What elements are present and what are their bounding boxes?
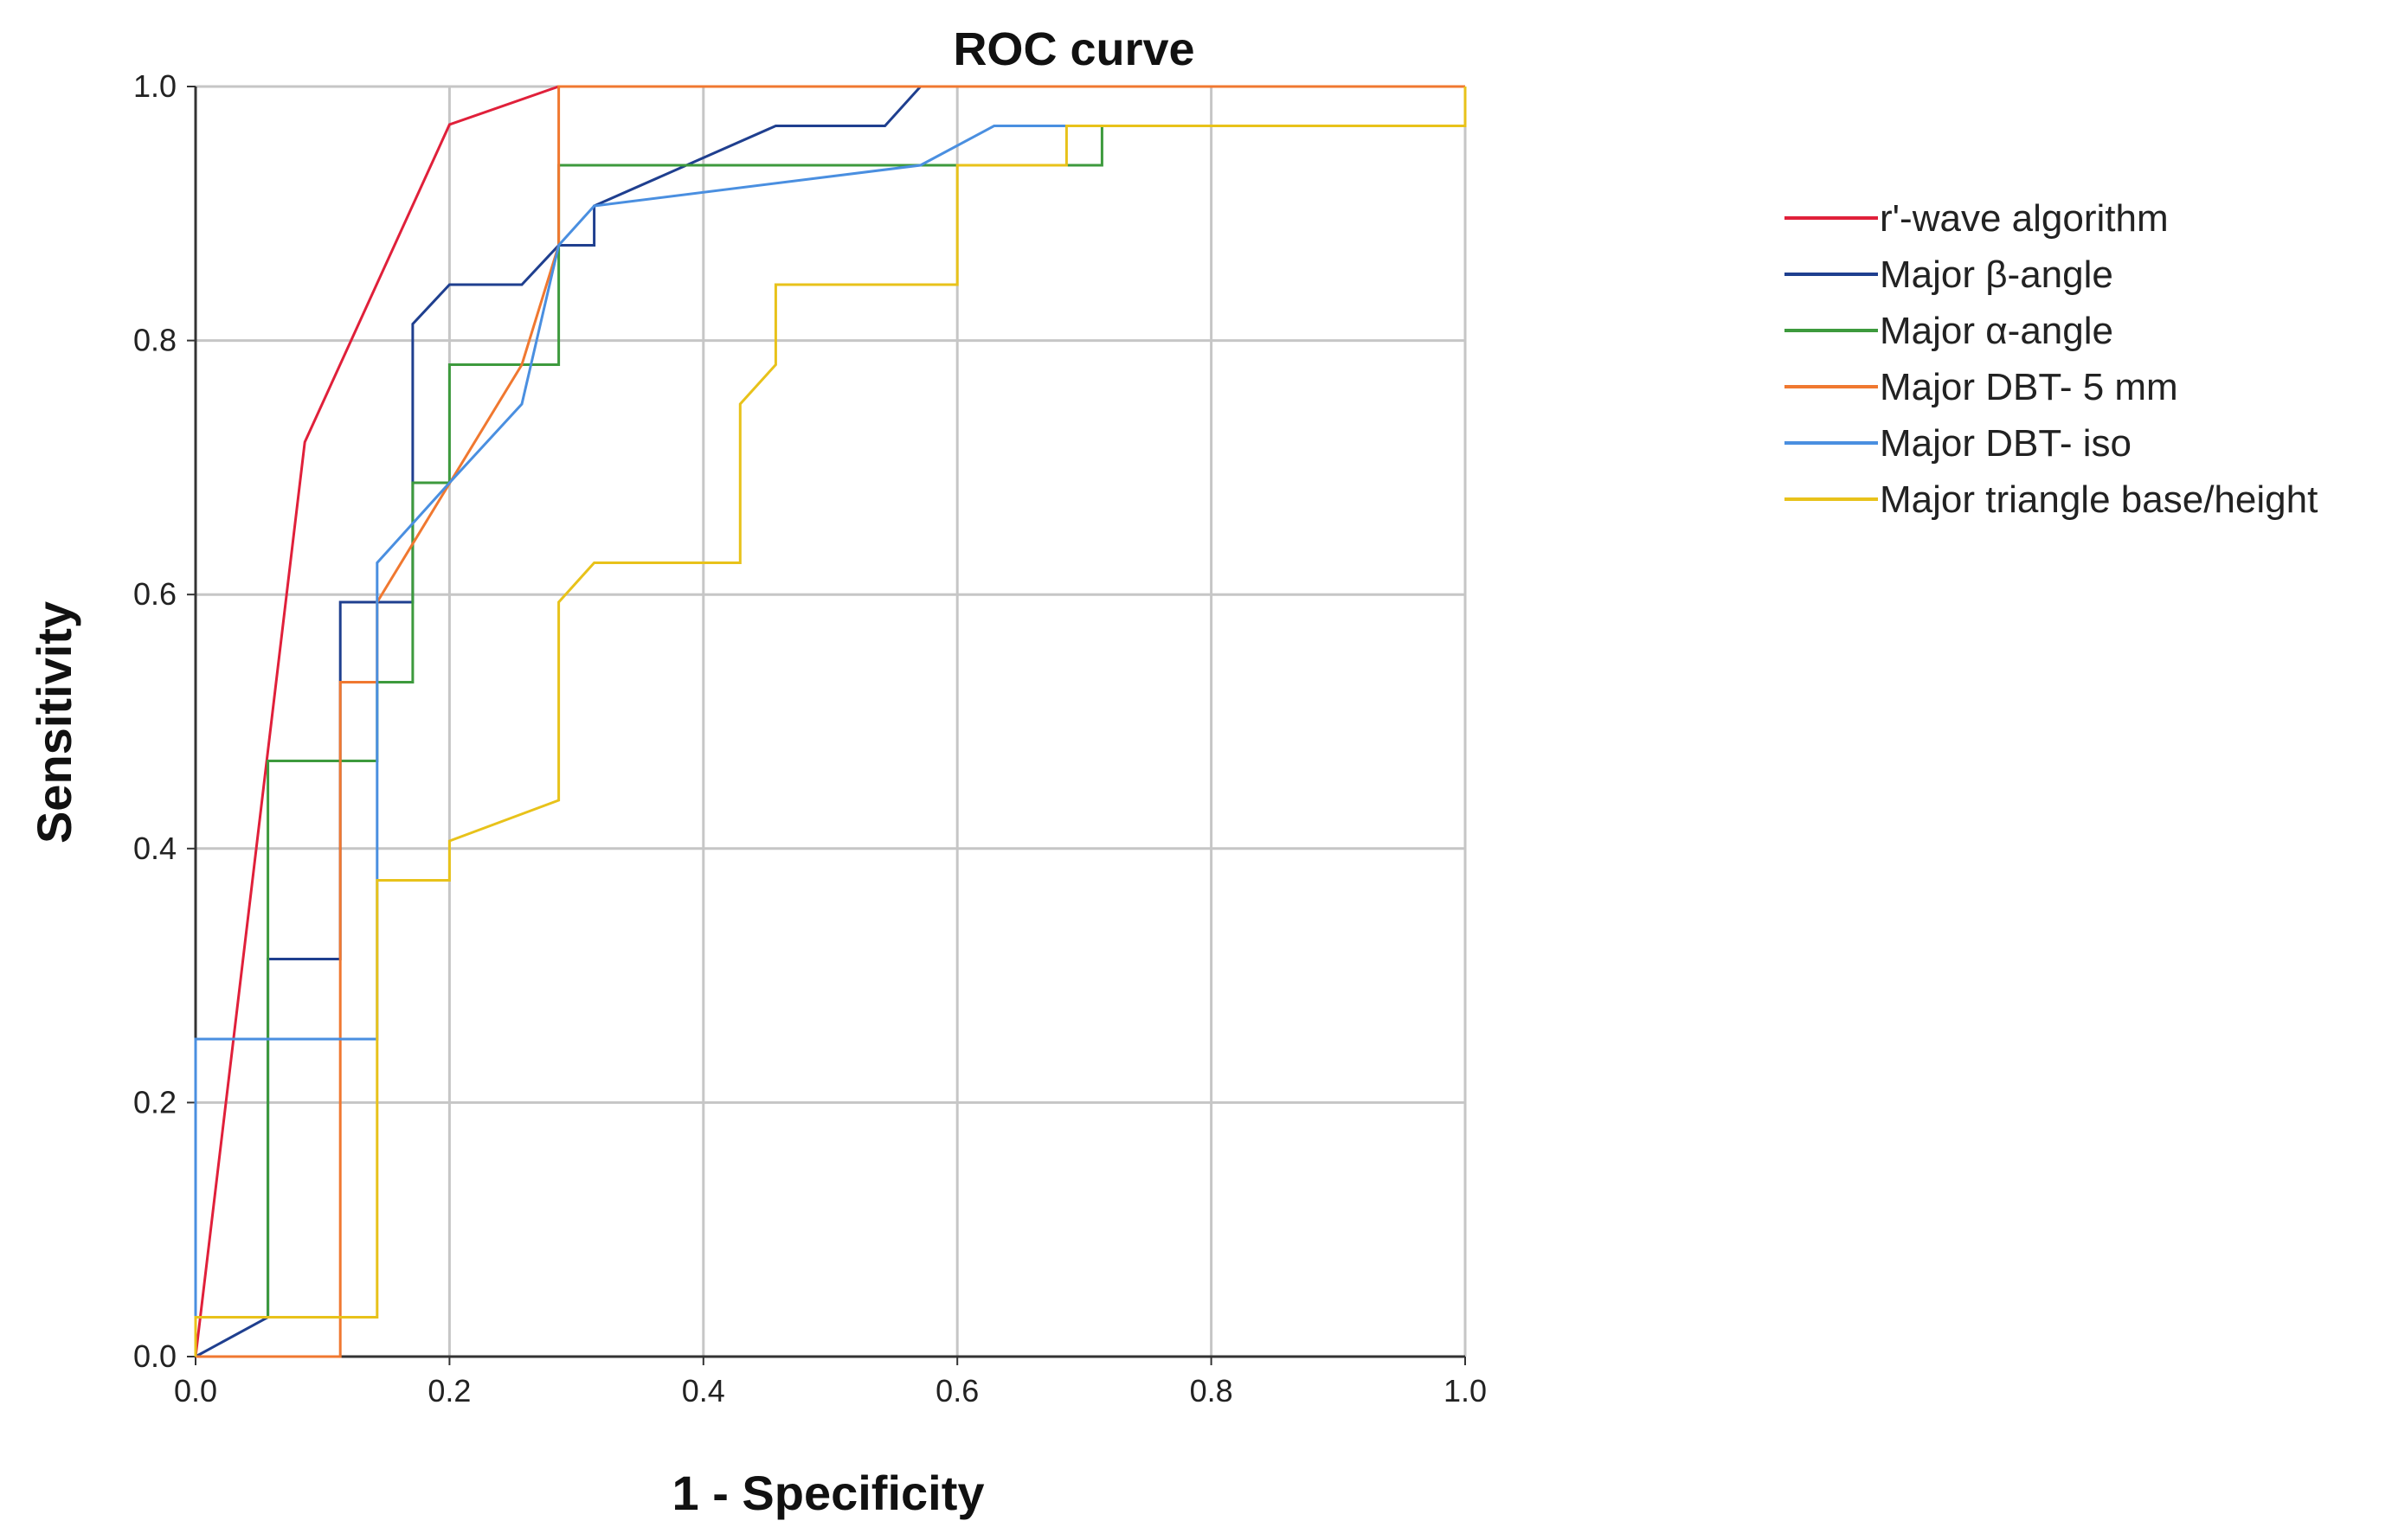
grid	[194, 85, 1467, 1358]
legend-label-4: Major DBT- 5 mm	[1880, 366, 2178, 408]
x-tick-label: 0.0	[174, 1373, 217, 1408]
x-axis-label: 1 - Specificity	[672, 1466, 984, 1520]
y-tick-label: 0.4	[133, 831, 177, 866]
legend-label-5: Major DBT- iso	[1880, 422, 2132, 465]
x-tick-label: 0.8	[1190, 1373, 1233, 1408]
series-line-2	[195, 85, 1465, 1358]
y-tick-label: 1.0	[133, 68, 177, 104]
legend-label-2: Major β-angle	[1880, 253, 2113, 296]
chart-title: ROC curve	[953, 23, 1194, 75]
series-line-3	[194, 87, 1467, 1357]
series-line-1	[194, 85, 1465, 1357]
tick-labels: 0.0 0.2 0.4 0.6 0.8 1.0 0.0 0.2 0.4 0.6 0.8 1.0	[133, 68, 1487, 1408]
y-tick-label: 0.6	[133, 576, 177, 612]
x-tick-label: 0.2	[428, 1373, 471, 1408]
series-lines	[194, 85, 1467, 1358]
x-tick-label: 0.4	[682, 1373, 725, 1408]
legend-label-6: Major triangle base/height	[1880, 478, 2318, 521]
axes	[194, 87, 1465, 1358]
series-line-4	[196, 85, 1465, 1358]
series-line-5	[194, 87, 1467, 1357]
legend: r'-wave algorithm Major β-angle Major α-an…	[1784, 197, 2318, 521]
legend-label-3: Major α-angle	[1880, 310, 2113, 352]
y-axis-label: Sensitivity	[27, 601, 81, 844]
y-tick-label: 0.2	[133, 1084, 177, 1120]
x-tick-label: 0.6	[936, 1373, 979, 1408]
y-tick-label: 0.8	[133, 323, 177, 358]
x-tick-label: 1.0	[1444, 1373, 1487, 1408]
y-tick-label: 0.0	[133, 1338, 177, 1374]
series-line-6	[194, 87, 1467, 1357]
legend-label-1: r'-wave algorithm	[1880, 197, 2169, 240]
